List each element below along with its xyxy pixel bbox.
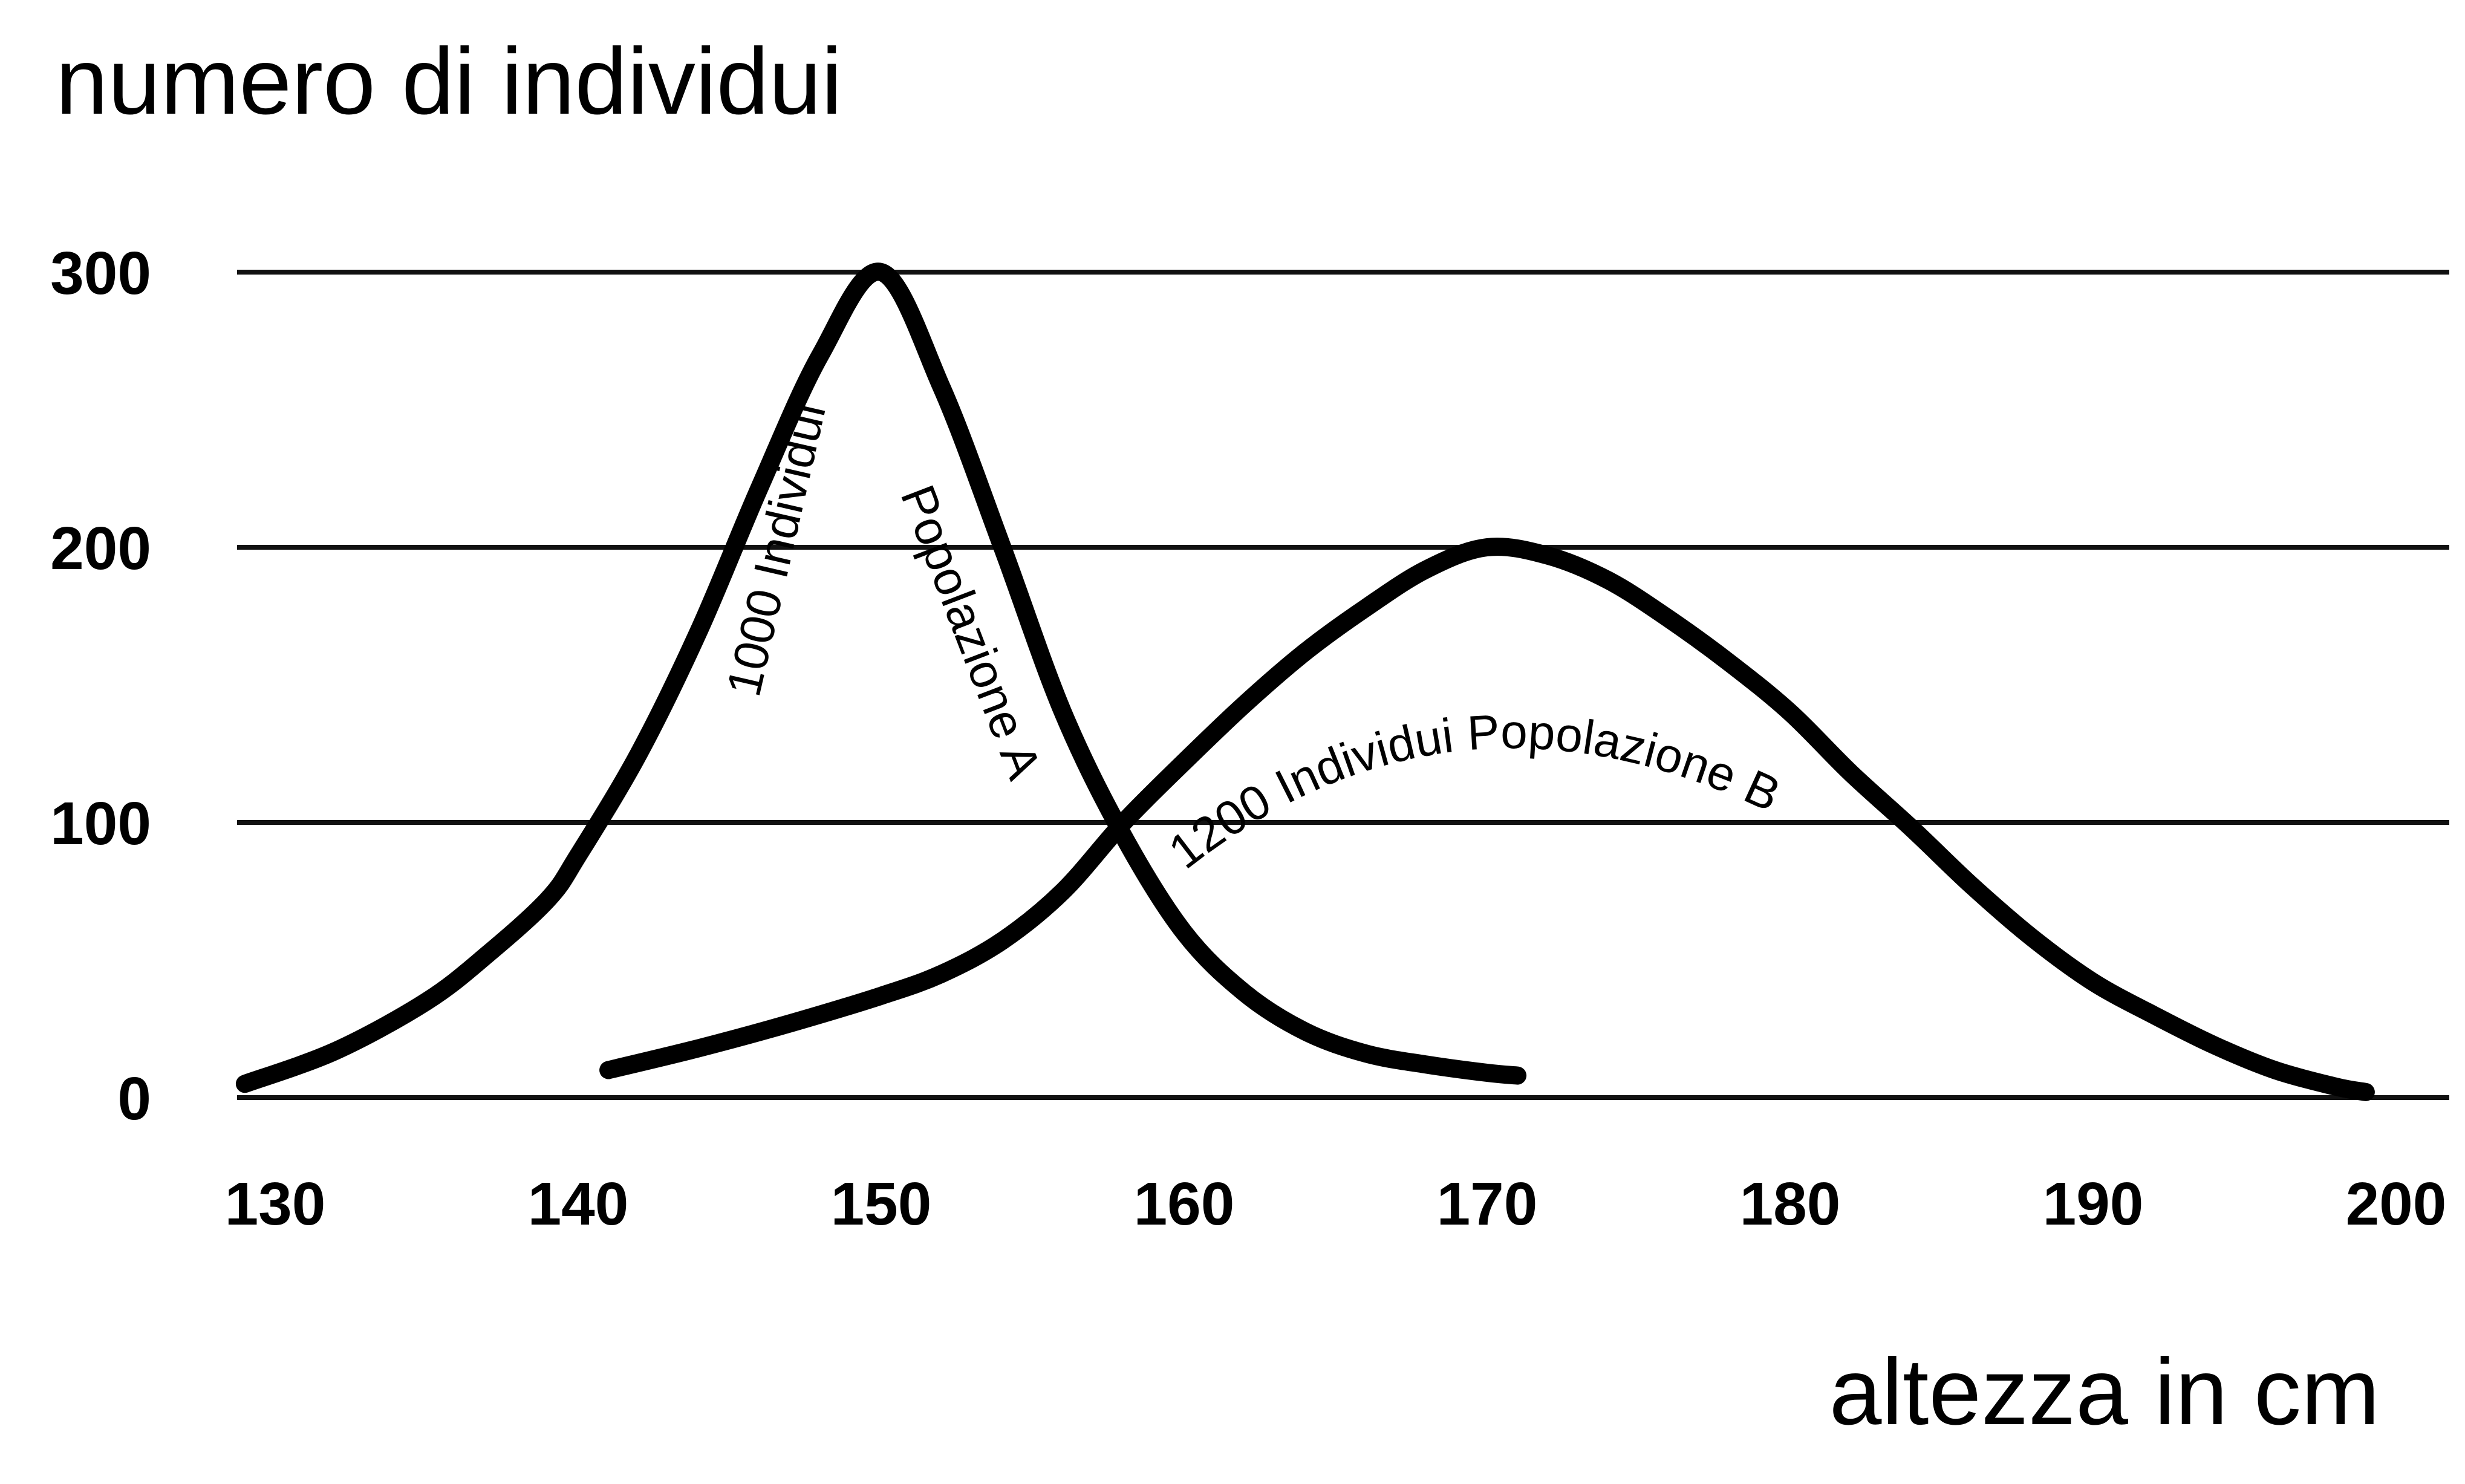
series-a-curve [235,262,1527,1093]
x-tick-label: 130 [225,1170,326,1238]
x-tick-label: 170 [1437,1170,1538,1238]
x-tick-label: 190 [2043,1170,2144,1238]
y-axis-title: numero di individui [56,29,842,134]
x-tick-label: 160 [1134,1170,1235,1238]
x-tick-label: 180 [1740,1170,1841,1238]
series-curves [235,262,2375,1101]
x-tick-label: 200 [2346,1170,2447,1238]
x-tick-labels: 130 140 150 160 170 180 190 200 [225,1170,2447,1238]
series-b-curve [599,538,2375,1101]
gridlines [237,270,2449,1100]
y-tick-label: 200 [50,515,151,582]
y-tick-labels: 0 100 200 300 [50,239,151,1133]
series-b-label: 1200 Individui Popolazione B [1159,705,1788,879]
x-tick-label: 140 [528,1170,629,1238]
y-tick-label: 0 [117,1065,151,1133]
x-axis-title: altezza in cm [1829,1339,2380,1445]
x-tick-label: 150 [831,1170,932,1238]
y-tick-label: 300 [50,239,151,307]
y-tick-label: 100 [50,790,151,858]
